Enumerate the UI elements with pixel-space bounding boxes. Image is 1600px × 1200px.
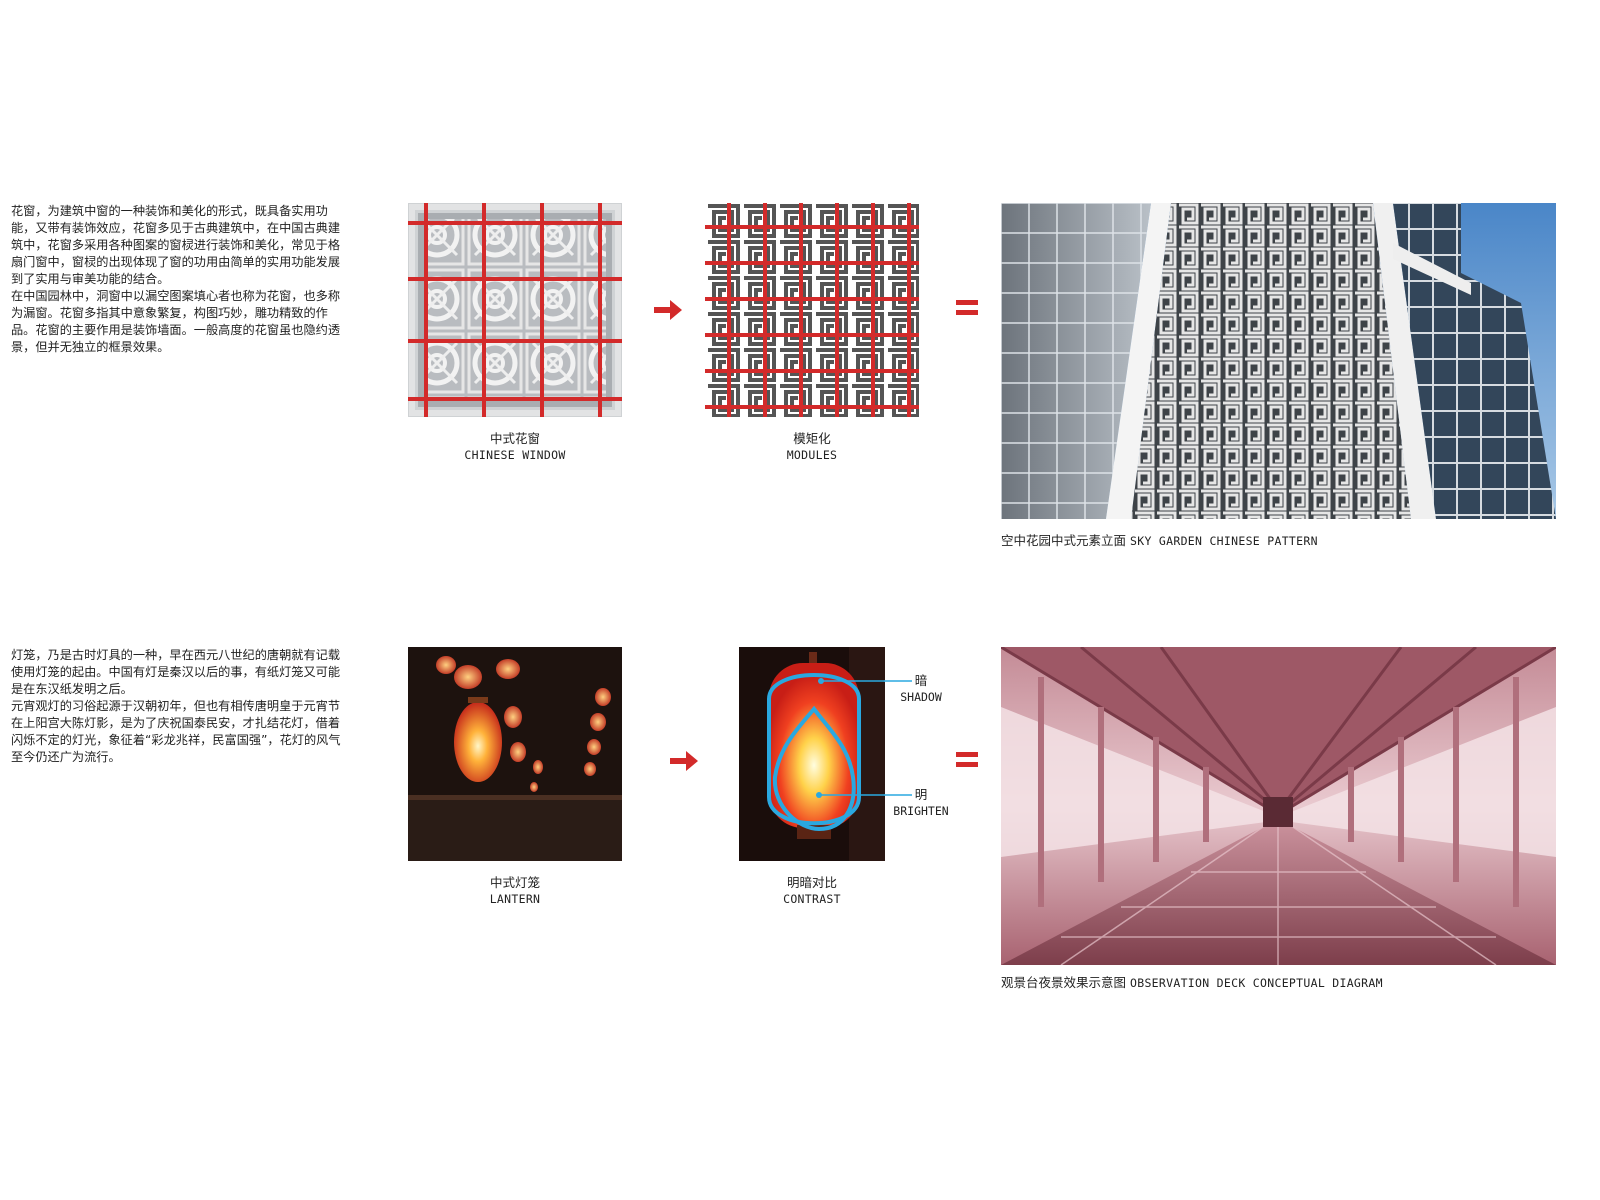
observation-deck-caption: 观景台夜景效果示意图 OBSERVATION DECK CONCEPTUAL D…	[1001, 972, 1383, 991]
chinese-window-caption-cn: 中式花窗	[489, 431, 540, 446]
modules-pattern-image	[705, 203, 919, 417]
lantern-photo	[408, 647, 622, 861]
shadow-annotation: 暗 SHADOW	[890, 673, 952, 705]
lantern-caption: 中式灯笼 LANTERN	[408, 874, 622, 908]
chinese-window-caption: 中式花窗 CHINESE WINDOW	[408, 430, 622, 464]
modules-caption-cn: 模矩化	[793, 431, 831, 446]
contrast-caption-cn: 明暗对比	[786, 875, 837, 890]
chinese-window-caption-en: CHINESE WINDOW	[464, 448, 566, 462]
equals-icon	[956, 752, 978, 770]
chinese-window-photo	[408, 203, 622, 417]
shadow-annotation-cn: 暗	[914, 673, 928, 688]
lantern-paragraph-2: 元宵观灯的习俗起源于汉朝初年，但也有相传唐明皇于元宵节在上阳宫大陈灯影，是为了庆…	[11, 699, 341, 764]
shadow-annotation-en: SHADOW	[900, 690, 942, 704]
sky-garden-facade-photo	[1001, 203, 1556, 519]
lantern-caption-en: LANTERN	[489, 892, 541, 906]
window-description: 花窗，为建筑中窗的一种装饰和美化的形式，既具备实用功能，又带有装饰效应，花窗多见…	[11, 203, 346, 356]
sky-garden-caption: 空中花园中式元素立面 SKY GARDEN CHINESE PATTERN	[1001, 530, 1318, 549]
brighten-annotation: 明 BRIGHTEN	[888, 787, 954, 819]
lantern-paragraph-1: 灯笼，乃是古时灯具的一种，早在西元八世纪的唐朝就有记载使用灯笼的起由。中国有灯是…	[11, 648, 341, 696]
contrast-caption: 明暗对比 CONTRAST	[739, 874, 885, 908]
observation-deck-caption-cn: 观景台夜景效果示意图	[1001, 975, 1127, 990]
modules-caption-en: MODULES	[786, 448, 838, 462]
brighten-annotation-en: BRIGHTEN	[893, 804, 949, 818]
brighten-annotation-cn: 明	[914, 787, 928, 802]
contrast-lantern-image	[739, 647, 885, 861]
sky-garden-caption-en: SKY GARDEN CHINESE PATTERN	[1130, 534, 1318, 548]
modules-caption: 模矩化 MODULES	[705, 430, 919, 464]
window-paragraph-2: 在中国园林中，洞窗中以漏空图案填心者也称为花窗，也多称为漏窗。花窗多指其中意象繁…	[11, 289, 341, 354]
observation-deck-caption-en: OBSERVATION DECK CONCEPTUAL DIAGRAM	[1130, 976, 1383, 990]
lantern-description: 灯笼，乃是古时灯具的一种，早在西元八世纪的唐朝就有记载使用灯笼的起由。中国有灯是…	[11, 647, 346, 766]
arrow-right-icon	[654, 300, 682, 320]
window-paragraph-1: 花窗，为建筑中窗的一种装饰和美化的形式，既具备实用功能，又带有装饰效应，花窗多见…	[11, 204, 341, 286]
lantern-caption-cn: 中式灯笼	[489, 875, 540, 890]
arrow-right-icon	[670, 751, 698, 771]
annotation-leader-lines	[884, 680, 912, 796]
observation-deck-render	[1001, 647, 1556, 965]
contrast-caption-en: CONTRAST	[783, 892, 841, 906]
equals-icon	[956, 300, 978, 318]
sky-garden-caption-cn: 空中花园中式元素立面	[1001, 533, 1127, 548]
